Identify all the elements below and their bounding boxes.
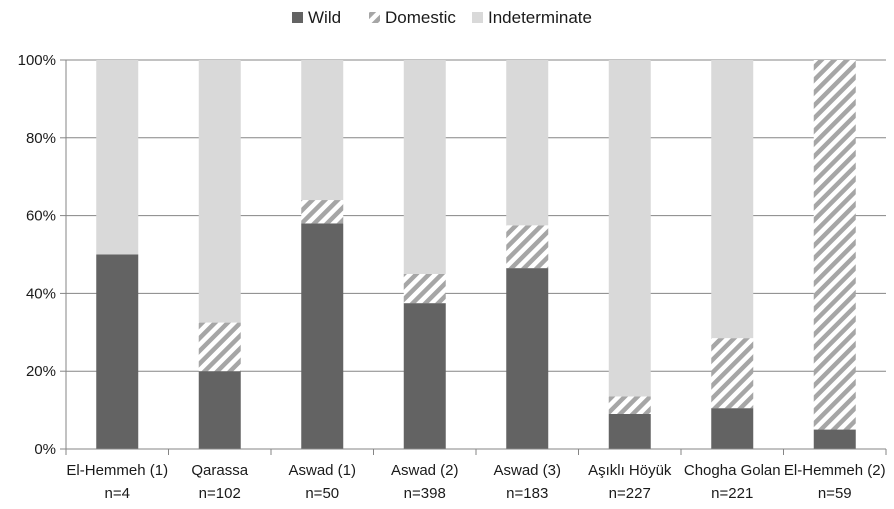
bar-segment-indeterminate [96,60,138,255]
x-tick-label: Aswad (2) [391,462,459,479]
x-tick-label: n=221 [711,485,753,502]
bar-segment-wild [506,268,548,449]
legend-label-indeterminate: Indeterminate [488,8,592,27]
legend-label-domestic: Domestic [385,8,456,27]
y-axis: 0% 20% 40% 60% 80% 100% [18,52,66,458]
x-tick-label: Aşıklı Höyük [588,462,672,479]
x-tick-label: n=50 [305,485,339,502]
x-tick-label: Chogha Golan [684,462,781,479]
bar-segment-domestic [609,396,651,414]
legend-label-wild: Wild [308,8,341,27]
y-tick-label: 0% [34,441,56,458]
bar-segment-indeterminate [404,60,446,274]
bar-segment-domestic [301,200,343,223]
bar-segment-indeterminate [609,60,651,396]
bar-segment-indeterminate [301,60,343,200]
bar-segment-wild [814,430,856,449]
bar-segment-indeterminate [711,60,753,338]
x-tick-label: Aswad (3) [493,462,561,479]
y-tick-label: 20% [26,363,56,380]
bar-segment-domestic [711,338,753,408]
bar-segment-wild [609,414,651,449]
x-tick-label: n=183 [506,485,548,502]
gridlines [66,60,886,449]
bars [96,60,856,449]
x-tick-label: n=227 [609,485,651,502]
bar-segment-domestic [199,323,241,372]
x-tick-label: n=102 [199,485,241,502]
x-tick-label: n=59 [818,485,852,502]
x-tick-label: Qarassa [191,462,248,479]
x-tick-label: El-Hemmeh (1) [66,462,168,479]
x-tick-label: n=398 [404,485,446,502]
y-tick-label: 60% [26,208,56,225]
bar-segment-wild [199,371,241,449]
y-tick-label: 100% [18,52,56,69]
legend: Wild Domestic Indeterminate [292,8,592,27]
y-tick-label: 80% [26,130,56,147]
bar-segment-wild [711,408,753,449]
bar-segment-indeterminate [199,60,241,323]
bar-segment-domestic [814,60,856,430]
legend-swatch-domestic [369,12,380,23]
bar-segment-domestic [404,274,446,303]
y-tick-label: 40% [26,285,56,302]
legend-swatch-wild [292,12,303,23]
x-tick-label: Aswad (1) [288,462,356,479]
x-axis: El-Hemmeh (1) n=4 Qarassa n=102 Aswad (1) n=5… [66,449,886,502]
x-tick-label: El-Hemmeh (2) [784,462,886,479]
bar-segment-wild [96,255,138,450]
bar-segment-wild [404,303,446,449]
bar-segment-wild [301,223,343,449]
legend-swatch-indeterminate [472,12,483,23]
bar-segment-indeterminate [506,60,548,225]
bar-segment-domestic [506,225,548,268]
x-tick-label: n=4 [105,485,130,502]
